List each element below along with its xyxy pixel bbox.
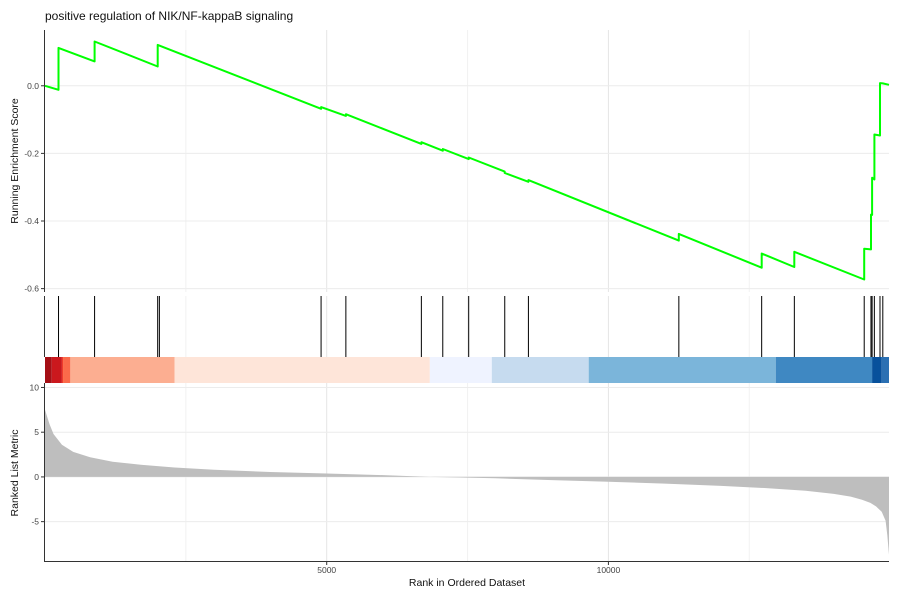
enrichment-y-axis-title: Running Enrichment Score xyxy=(9,98,21,224)
chart-title: positive regulation of NIK/NF-kappaB sig… xyxy=(45,9,293,23)
ranked-y-tick-label: 0 xyxy=(34,472,39,482)
color-bar-segment xyxy=(63,357,71,383)
enrichment-gridlines xyxy=(45,30,889,292)
hits-gridlines xyxy=(185,296,750,357)
color-bar-segment xyxy=(491,357,589,383)
ranked-y-tick-label: 5 xyxy=(34,427,39,437)
color-bar-segment xyxy=(45,357,52,383)
ranked-y-tick-label: 10 xyxy=(30,382,40,392)
color-bar-segment xyxy=(429,357,492,383)
enrichment-panel: 0.0 -0.2 -0.4 -0.6 Running Enrichment Score xyxy=(9,30,890,294)
enrichment-y-tick-label: -0.4 xyxy=(24,216,39,226)
x-tick-label: 5000 xyxy=(317,565,336,575)
color-bar-segment xyxy=(70,357,175,383)
color-bar-segment xyxy=(61,357,64,383)
enrichment-y-tick-label: -0.6 xyxy=(24,284,39,294)
color-bar-segment xyxy=(872,357,882,383)
color-bar-segment xyxy=(881,357,889,383)
running-enrichment-score-line xyxy=(44,40,890,281)
ranked-list-metric-area xyxy=(45,409,889,555)
ranked-y-axis-title: Ranked List Metric xyxy=(9,430,21,517)
ranked-y-ticks: 10 5 0 -5 xyxy=(30,382,44,527)
enrichment-y-tick-label: 0.0 xyxy=(27,81,39,91)
ranked-panel: 10 5 0 -5 5000 10000 Ranked List Metric Rank… xyxy=(9,382,889,589)
rank-color-bar xyxy=(45,357,889,383)
enrichment-y-ticks: 0.0 -0.2 -0.4 -0.6 xyxy=(24,81,44,294)
x-axis-title: Rank in Ordered Dataset xyxy=(409,577,525,589)
color-bar-segment xyxy=(51,357,62,383)
ranked-y-tick-label: -5 xyxy=(31,517,39,527)
color-bar-segment xyxy=(174,357,430,383)
x-tick-label: 10000 xyxy=(597,565,621,575)
color-bar-segment xyxy=(775,357,873,383)
color-bar-segment xyxy=(588,357,776,383)
hits-panel xyxy=(44,296,884,357)
gene-hit-marks xyxy=(58,296,884,357)
enrichment-y-tick-label: -0.2 xyxy=(24,148,39,158)
x-ticks: 5000 10000 xyxy=(317,562,621,575)
